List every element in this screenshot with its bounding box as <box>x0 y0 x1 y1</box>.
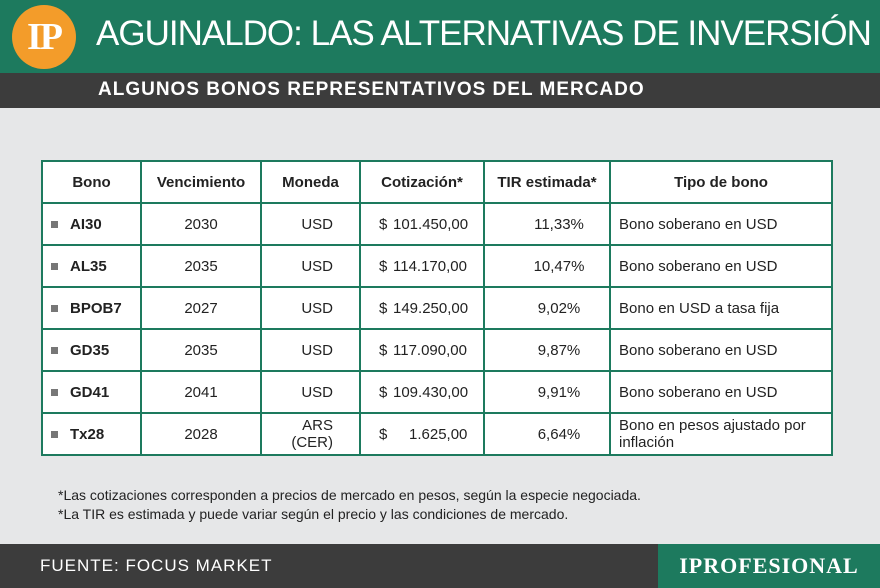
ip-logo: IP <box>12 5 76 69</box>
bond-name: AL35 <box>70 257 107 275</box>
cotizacion-cell: $114.170,00 <box>359 244 485 288</box>
brand-box: IPROFESIONAL <box>658 544 880 588</box>
bullet-square-icon <box>51 305 58 313</box>
currency-symbol: $ <box>379 425 388 443</box>
table-header-row: Bono Vencimiento Moneda Cotización* TIR … <box>41 160 833 204</box>
vencimiento-cell: 2028 <box>140 412 262 456</box>
cotizacion-cell: $149.250,00 <box>359 286 485 330</box>
tipo-cell: Bono soberano en USD <box>609 328 833 372</box>
bond-name: Tx28 <box>70 425 105 443</box>
source-label: FUENTE: FOCUS MARKET <box>40 556 273 575</box>
page-title: AGUINALDO: LAS ALTERNATIVAS DE INVERSIÓN <box>96 14 872 53</box>
vencimiento-cell: 2027 <box>140 286 262 330</box>
bonds-table: Bono Vencimiento Moneda Cotización* TIR … <box>41 160 833 456</box>
page-subtitle: ALGUNOS BONOS REPRESENTATIVOS DEL MERCAD… <box>98 79 645 100</box>
cotizacion-value: 109.430,00 <box>393 383 469 401</box>
bond-name-cell: GD35 <box>41 328 142 372</box>
moneda-cell: ARS (CER) <box>260 412 361 456</box>
vencimiento-cell: 2030 <box>140 202 262 246</box>
header-tipo: Tipo de bono <box>609 160 833 204</box>
currency-symbol: $ <box>379 299 388 317</box>
bond-name: BPOB7 <box>70 299 122 317</box>
cotizacion-cell: $109.430,00 <box>359 370 485 414</box>
moneda-cell: USD <box>260 286 361 330</box>
tipo-cell: Bono en pesos ajustado por inflación <box>609 412 833 456</box>
bond-name-cell: AI30 <box>41 202 142 246</box>
footer-bar: FUENTE: FOCUS MARKET IPROFESIONAL <box>0 544 880 588</box>
tir-cell: 6,64% <box>483 412 611 456</box>
tir-cell: 9,91% <box>483 370 611 414</box>
tir-cell: 10,47% <box>483 244 611 288</box>
header-vencimiento: Vencimiento <box>140 160 262 204</box>
bullet-square-icon <box>51 431 58 439</box>
bond-name: AI30 <box>70 215 102 233</box>
cotizacion-cell: $1.625,00 <box>359 412 485 456</box>
bond-name-cell: BPOB7 <box>41 286 142 330</box>
moneda-cell: USD <box>260 202 361 246</box>
cotizacion-value: 1.625,00 <box>409 425 468 443</box>
currency-symbol: $ <box>379 215 388 233</box>
table-row: GD41 2041 USD $109.430,00 9,91% Bono sob… <box>41 370 833 414</box>
header-bar: IP AGUINALDO: LAS ALTERNATIVAS DE INVERS… <box>0 0 880 73</box>
cotizacion-value: 149.250,00 <box>393 299 469 317</box>
table-row: GD35 2035 USD $117.090,00 9,87% Bono sob… <box>41 328 833 372</box>
tipo-cell: Bono soberano en USD <box>609 244 833 288</box>
table-row: BPOB7 2027 USD $149.250,00 9,02% Bono en… <box>41 286 833 330</box>
table-row: AL35 2035 USD $114.170,00 10,47% Bono so… <box>41 244 833 288</box>
bullet-square-icon <box>51 347 58 355</box>
table-row: AI30 2030 USD $101.450,00 11,33% Bono so… <box>41 202 833 246</box>
tipo-cell: Bono soberano en USD <box>609 202 833 246</box>
cotizacion-cell: $101.450,00 <box>359 202 485 246</box>
bond-name-cell: AL35 <box>41 244 142 288</box>
tir-cell: 9,02% <box>483 286 611 330</box>
moneda-cell: USD <box>260 244 361 288</box>
bullet-square-icon <box>51 263 58 271</box>
moneda-cell: USD <box>260 328 361 372</box>
footnote-tir: *La TIR es estimada y puede variar según… <box>58 506 569 522</box>
header-tir: TIR estimada* <box>483 160 611 204</box>
header-moneda: Moneda <box>260 160 361 204</box>
header-cotizacion: Cotización* <box>359 160 485 204</box>
bond-name-cell: GD41 <box>41 370 142 414</box>
vencimiento-cell: 2041 <box>140 370 262 414</box>
currency-symbol: $ <box>379 257 388 275</box>
moneda-cell: USD <box>260 370 361 414</box>
footnotes: *Las cotizaciones corresponden a precios… <box>58 486 641 524</box>
cotizacion-value: 117.090,00 <box>393 341 467 359</box>
tir-cell: 11,33% <box>483 202 611 246</box>
subtitle-bar: ALGUNOS BONOS REPRESENTATIVOS DEL MERCAD… <box>0 73 880 108</box>
cotizacion-value: 101.450,00 <box>393 215 469 233</box>
bond-name: GD35 <box>70 341 110 359</box>
vencimiento-cell: 2035 <box>140 244 262 288</box>
footnote-cotizaciones: *Las cotizaciones corresponden a precios… <box>58 487 641 503</box>
table-row: Tx28 2028 ARS (CER) $1.625,00 6,64% Bono… <box>41 412 833 456</box>
currency-symbol: $ <box>379 341 388 359</box>
bond-name: GD41 <box>70 383 110 401</box>
vencimiento-cell: 2035 <box>140 328 262 372</box>
tipo-cell: Bono soberano en USD <box>609 370 833 414</box>
cotizacion-cell: $117.090,00 <box>359 328 485 372</box>
bond-name-cell: Tx28 <box>41 412 142 456</box>
currency-symbol: $ <box>379 383 388 401</box>
bullet-square-icon <box>51 389 58 397</box>
header-bono: Bono <box>41 160 142 204</box>
tipo-cell: Bono en USD a tasa fija <box>609 286 833 330</box>
brand-logo: IPROFESIONAL <box>679 553 859 578</box>
cotizacion-value: 114.170,00 <box>393 257 467 275</box>
bullet-square-icon <box>51 221 58 229</box>
tir-cell: 9,87% <box>483 328 611 372</box>
